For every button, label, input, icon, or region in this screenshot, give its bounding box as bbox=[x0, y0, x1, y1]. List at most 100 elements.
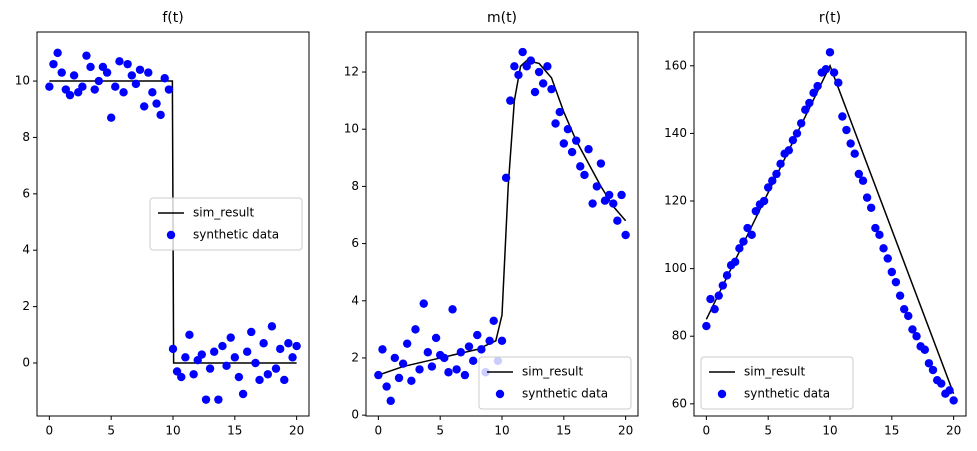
y-tick-label: 10 bbox=[15, 74, 30, 88]
data-point bbox=[485, 336, 494, 346]
data-point bbox=[706, 294, 715, 304]
data-point bbox=[127, 71, 137, 80]
data-point bbox=[846, 139, 855, 148]
data-point bbox=[592, 182, 602, 191]
data-point bbox=[415, 365, 424, 374]
data-point bbox=[456, 348, 466, 357]
data-point bbox=[263, 370, 273, 379]
data-point bbox=[82, 51, 91, 60]
data-point bbox=[514, 70, 523, 80]
data-point bbox=[887, 267, 897, 277]
data-point bbox=[234, 372, 244, 382]
data-point bbox=[866, 203, 876, 212]
data-point bbox=[563, 125, 573, 134]
data-point bbox=[805, 98, 814, 108]
y-tick-label: 160 bbox=[664, 58, 687, 72]
data-point bbox=[152, 99, 161, 108]
data-point bbox=[891, 277, 901, 287]
data-point bbox=[164, 85, 174, 94]
axes-frame bbox=[36, 31, 310, 417]
data-point bbox=[772, 169, 781, 179]
legend: sim_result synthetic data bbox=[149, 197, 303, 251]
data-point bbox=[834, 78, 843, 87]
data-point bbox=[444, 368, 453, 377]
data-point bbox=[555, 107, 564, 117]
data-point bbox=[534, 67, 544, 77]
x-tick-label: 20 bbox=[946, 424, 961, 438]
data-point bbox=[402, 339, 412, 348]
data-point bbox=[119, 88, 128, 97]
data-point bbox=[792, 129, 802, 138]
x-tick-label: 15 bbox=[556, 424, 571, 438]
data-point bbox=[45, 82, 54, 91]
data-point bbox=[842, 125, 851, 135]
data-point bbox=[604, 190, 614, 200]
data-point bbox=[928, 365, 938, 375]
data-point bbox=[218, 341, 227, 351]
data-point bbox=[464, 342, 474, 351]
data-point bbox=[945, 386, 954, 395]
y-tick-label: 8 bbox=[22, 130, 30, 144]
data-point bbox=[899, 304, 909, 314]
data-point bbox=[460, 370, 470, 380]
legend-marker bbox=[495, 389, 505, 399]
data-point bbox=[567, 147, 577, 157]
data-point bbox=[763, 183, 773, 192]
data-point bbox=[829, 68, 839, 77]
data-point bbox=[801, 105, 810, 114]
data-point bbox=[468, 356, 478, 366]
data-point bbox=[382, 382, 391, 391]
data-point bbox=[251, 358, 260, 368]
data-point bbox=[796, 119, 806, 128]
data-point bbox=[854, 169, 864, 179]
y-tick-label: 60 bbox=[672, 396, 687, 410]
x-tick-label: 10 bbox=[165, 424, 180, 438]
y-tick-label: 4 bbox=[351, 293, 359, 307]
data-point bbox=[489, 316, 498, 325]
data-point bbox=[452, 365, 461, 374]
chart-title: r(t) bbox=[819, 10, 841, 26]
data-point bbox=[189, 370, 198, 379]
data-point bbox=[875, 230, 884, 240]
legend-label: sim_result bbox=[193, 206, 255, 220]
data-point bbox=[904, 311, 913, 321]
y-tick-label: 12 bbox=[344, 65, 359, 79]
data-point bbox=[908, 325, 917, 334]
data-point bbox=[209, 347, 219, 356]
y-tick-label: 140 bbox=[664, 126, 687, 140]
data-point bbox=[735, 244, 744, 253]
data-point bbox=[271, 364, 281, 373]
data-point bbox=[871, 223, 880, 233]
legend-box bbox=[700, 356, 854, 410]
data-point bbox=[440, 353, 449, 363]
data-point bbox=[580, 170, 589, 180]
data-point bbox=[920, 345, 930, 354]
data-point bbox=[90, 85, 99, 94]
data-point bbox=[895, 291, 905, 300]
data-point bbox=[156, 110, 165, 120]
data-point bbox=[86, 62, 95, 72]
data-point bbox=[722, 271, 732, 280]
data-point bbox=[65, 90, 75, 100]
line bbox=[705, 63, 955, 394]
data-point bbox=[788, 135, 798, 145]
data-point bbox=[135, 65, 145, 74]
data-point bbox=[144, 68, 153, 77]
data-point bbox=[743, 223, 752, 233]
data-point bbox=[949, 396, 958, 405]
y-tick-label: 10 bbox=[344, 122, 359, 136]
chart-title: f(t) bbox=[162, 10, 183, 26]
data-point bbox=[374, 370, 383, 380]
y-tick-label: 0 bbox=[22, 355, 30, 369]
data-point bbox=[407, 376, 416, 386]
data-point bbox=[506, 96, 515, 105]
data-point bbox=[139, 102, 149, 111]
data-point bbox=[497, 336, 507, 346]
x-tick-label: 5 bbox=[764, 424, 772, 438]
data-point bbox=[394, 373, 404, 383]
chart-title: m(t) bbox=[487, 10, 517, 26]
data-point bbox=[102, 68, 112, 77]
data-point bbox=[784, 146, 794, 155]
data-point bbox=[255, 375, 264, 385]
